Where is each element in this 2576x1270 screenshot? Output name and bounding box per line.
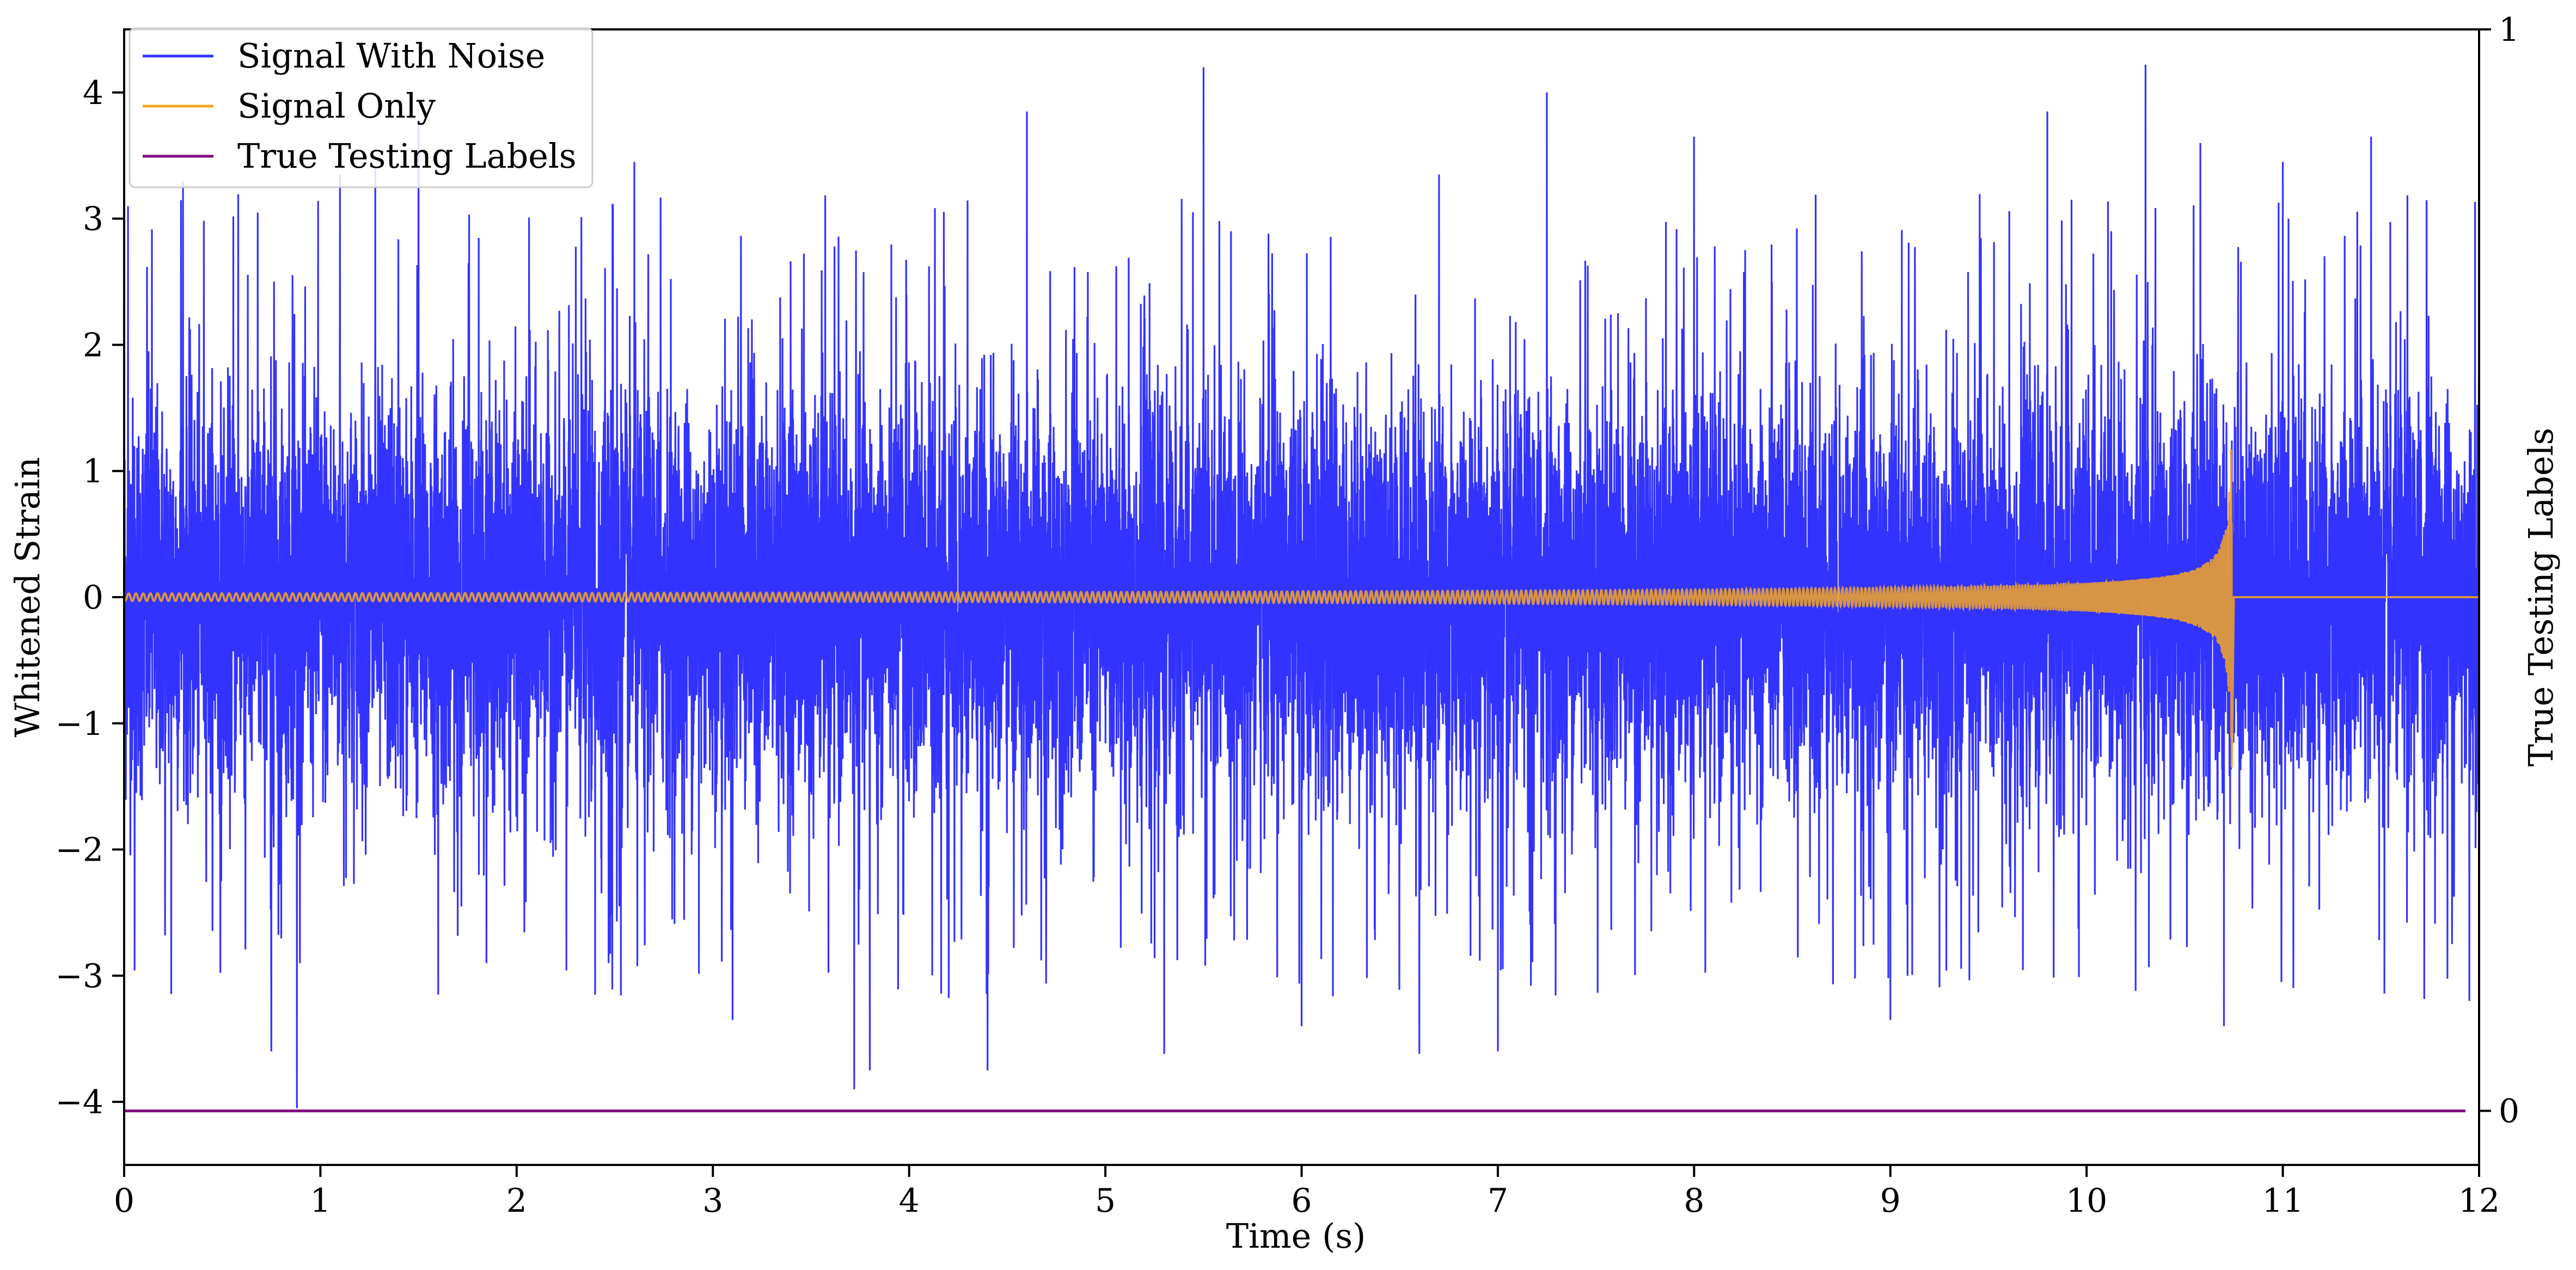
x-tick-label: 5 [1095,1182,1116,1220]
series-signal-with-noise [124,64,2479,1108]
y-axis: −4 −3 −2 −1 0 1 2 3 4 [56,74,124,1121]
legend-label-signal-only: Signal Only [237,86,436,126]
y-axis-label: Whitened Strain [8,457,47,738]
x-tick-label: 1 [310,1182,331,1220]
x-tick-label: 11 [2262,1182,2303,1220]
x-tick-label: 9 [1880,1182,1901,1220]
x-tick-label: 7 [1488,1182,1508,1220]
y-tick-label: 4 [83,74,103,112]
x-tick-label: 0 [114,1182,134,1220]
series-signal-only [124,449,2479,768]
x-tick-label: 6 [1291,1182,1312,1220]
legend-label-signal-with-noise: Signal With Noise [237,36,545,76]
x-axis-label: Time (s) [1226,1216,1366,1256]
y-tick-label: 0 [83,579,103,617]
legend-label-true-testing-labels: True Testing Labels [237,136,577,176]
y-tick-label: −1 [56,705,103,743]
y-tick-label: 3 [83,200,103,238]
y2-axis-label: True Testing Labels [2521,428,2561,767]
legend-box [129,27,593,188]
y-tick-label: 1 [83,452,103,490]
y-tick-label: −3 [56,957,103,995]
x-tick-label: 2 [506,1182,527,1220]
x-tick-label: 4 [899,1182,920,1220]
x-axis: 0 1 2 3 4 5 6 7 8 9 10 11 12 [114,1165,2500,1220]
y-tick-label: 2 [83,326,103,364]
legend: Signal With Noise Signal Only True Testi… [129,27,593,188]
x-tick-label: 12 [2458,1182,2500,1220]
y-tick-label: −2 [56,831,103,869]
x-tick-label: 10 [2066,1182,2107,1220]
y-tick-label: −4 [56,1083,103,1121]
x-tick-label: 3 [702,1182,723,1220]
y2-tick-label: 1 [2499,11,2519,49]
x-tick-label: 8 [1684,1182,1704,1220]
series-layer [124,64,2479,1113]
y2-tick-label: 0 [2499,1093,2519,1131]
y2-axis: 01 [2479,11,2519,1131]
